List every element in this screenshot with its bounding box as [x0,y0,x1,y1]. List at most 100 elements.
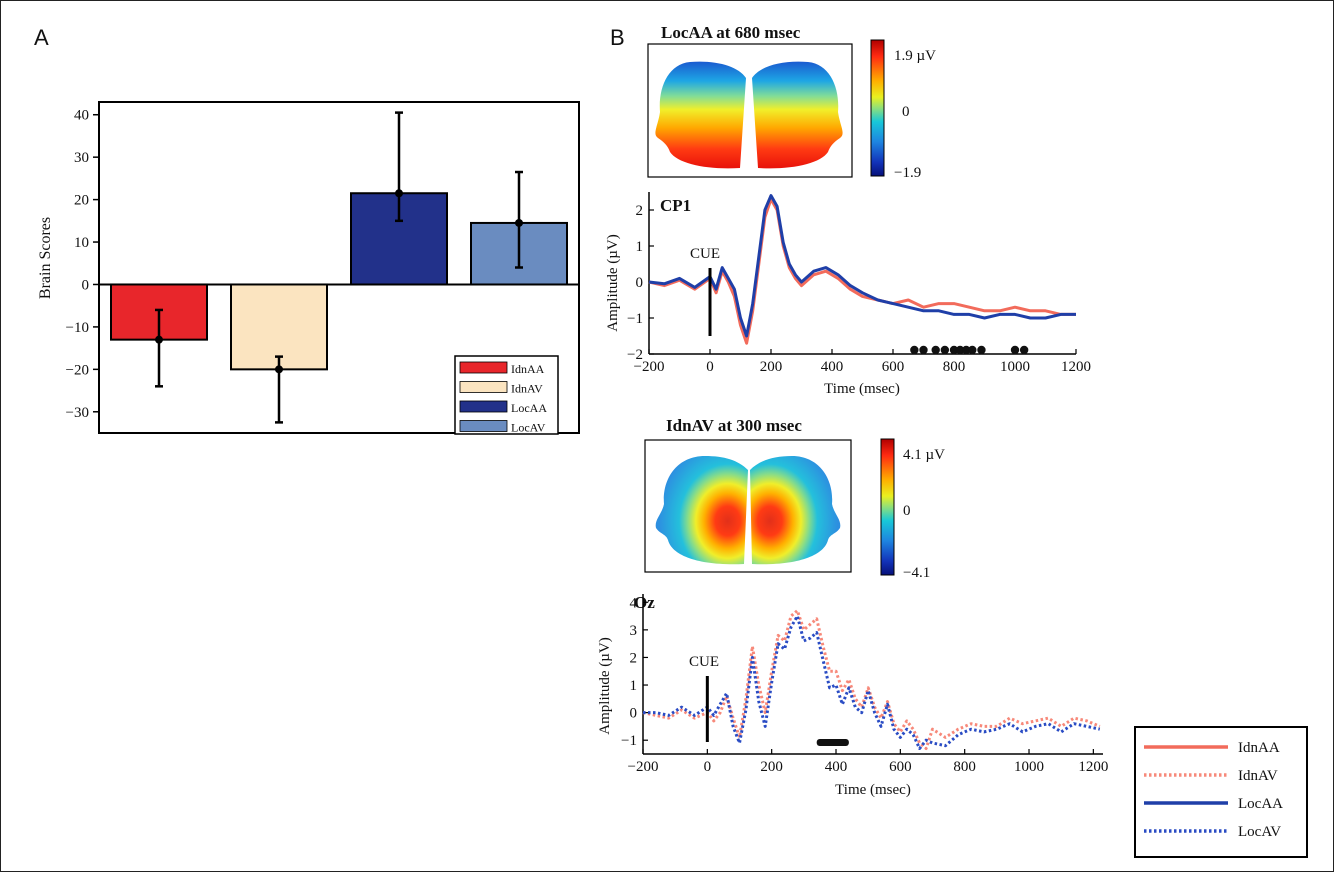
bar-mean-point [155,335,163,344]
series-idnav [642,609,1101,750]
significance-dot [1010,345,1020,355]
topomap-locaa: LocAA at 680 msec 1.9 µV 0 −1.9 [647,23,936,181]
bar-legend-swatch [459,361,508,374]
cp1-x-axis-label: Time (msec) [824,381,900,397]
bar-mean-point [275,365,283,374]
head-right-view [750,456,841,565]
bar-y-axis-label: Brain Scores [37,217,54,299]
x-tick-label: 0 [704,759,712,775]
oz-axes: −200 0 200 400 600 800 1000 1200 4 3 2 1 0 −1 [621,594,1108,775]
x-tick-label: 400 [825,759,848,775]
bar-y-tick-label: 0 [82,277,90,293]
bars [110,111,568,424]
colorbar-locaa [870,39,885,177]
bar-y-tick-label: 30 [74,150,89,166]
series-locav [643,614,1101,750]
significance-dot [949,345,959,355]
series-locaa [648,194,1076,338]
head-left-view [655,456,748,565]
bar-legend-label: IdnAV [511,382,543,396]
line-legend: IdnAA IdnAV LocAA LocAV [1134,726,1308,858]
x-tick-label: 600 [889,759,912,775]
y-tick-label: −1 [627,311,643,327]
significance-dot [977,345,986,355]
cp1-title: CP1 [660,196,691,215]
legend-label: IdnAA [1238,740,1280,756]
x-tick-label: 0 [706,359,714,375]
x-tick-label: 200 [760,759,783,775]
head-left-view [655,61,746,169]
topomap-idnav-title: IdnAV at 300 msec [666,416,802,435]
bar-mean-point [515,218,523,227]
y-tick-label: 0 [636,275,644,291]
y-tick-label: −1 [621,733,637,749]
panel-a-letter: A [34,25,49,50]
x-tick-label: 800 [953,759,976,775]
bar-y-tick-label: −20 [66,362,89,378]
legend-label: LocAA [1238,796,1283,812]
colorbar-idnav [880,438,895,576]
x-tick-label: 600 [882,359,905,375]
significance-dot [955,345,965,355]
y-tick-label: 0 [630,706,638,722]
oz-y-axis-label: Amplitude (µV) [597,637,613,734]
cp1-axes: −200 0 200 400 600 800 1000 1200 2 1 0 −1 −2 [627,192,1091,375]
bar-legend-swatch [459,420,508,432]
bar-y-axis: 40 30 20 10 0 −10 −20 −30 [66,108,99,421]
significance-dot [919,345,928,355]
oz-significance-bar [816,739,849,746]
oz-cue-label: CUE [689,654,719,670]
y-tick-label: 1 [630,678,638,694]
cp1-significance-marks [910,345,1029,355]
topomap-idnav: IdnAV at 300 msec 4.1 µV 0 −4.1 [644,416,945,581]
x-tick-label: 200 [760,359,783,375]
y-tick-label: 2 [630,650,638,666]
cp1-line-chart: CP1 −200 0 200 400 600 800 1000 1200 2 1 0 −1 −2 CUE… [605,192,1091,397]
colorbar-locaa-min: −1.9 [894,165,921,181]
legend-label: IdnAV [1238,768,1278,784]
x-tick-label: 1000 [1000,359,1030,375]
bar-y-tick-label: −10 [66,320,89,336]
bar-legend: IdnAA IdnAV LocAA LocAV [454,355,559,435]
oz-lines [642,609,1101,750]
head-right-view [752,61,843,169]
colorbar-idnav-min: −4.1 [903,565,930,581]
y-tick-label: −2 [627,347,643,363]
bar-legend-swatch [459,400,508,413]
legend-label: LocAV [1238,824,1281,840]
x-tick-label: −200 [634,359,665,375]
x-tick-label: 400 [821,359,844,375]
y-tick-label: 4 [630,595,638,611]
colorbar-locaa-max: 1.9 µV [894,48,936,64]
bar-y-tick-label: 40 [74,108,89,124]
panel-b-letter: B [610,25,625,50]
y-tick-label: 2 [636,203,644,219]
topomap-locaa-title: LocAA at 680 msec [661,23,801,42]
significance-dot [962,345,971,355]
significance-dot [968,345,977,355]
bar-legend-label: IdnAA [511,362,545,376]
x-tick-label: 1000 [1014,759,1044,775]
bar-y-tick-label: 10 [74,235,89,251]
colorbar-idnav-zero: 0 [903,503,911,519]
bar-legend-label: LocAV [511,421,546,435]
x-tick-label: 1200 [1078,759,1108,775]
x-tick-label: 1200 [1061,359,1091,375]
bar-y-tick-label: −30 [66,405,89,421]
cp1-y-axis-label: Amplitude (µV) [605,234,621,331]
significance-dot [931,345,940,355]
y-tick-label: 3 [630,623,638,639]
bar-legend-label: LocAA [511,401,547,415]
x-tick-label: −200 [628,759,659,775]
bar-plot-frame [98,101,580,434]
significance-dot [910,345,919,355]
colorbar-locaa-zero: 0 [902,104,910,120]
series-idnaa [648,197,1076,345]
colorbar-idnav-max: 4.1 µV [903,447,945,463]
significance-dot [940,345,950,355]
oz-x-axis-label: Time (msec) [835,782,911,798]
y-tick-label: 1 [636,239,644,255]
